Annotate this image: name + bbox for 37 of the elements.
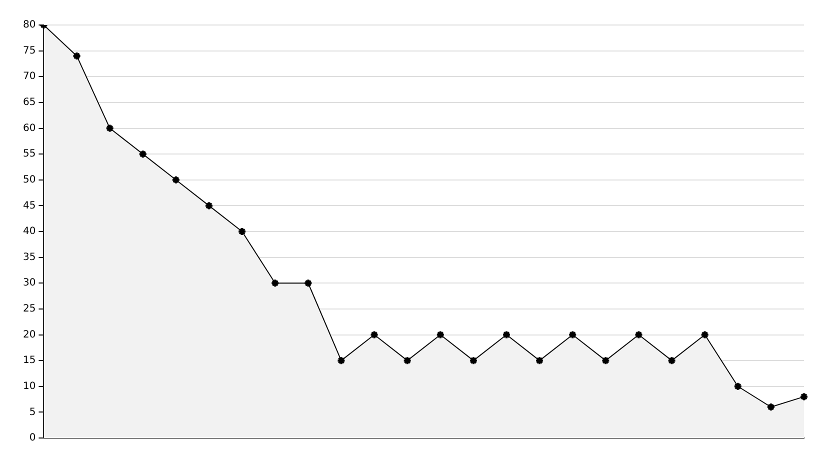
y-tick-label: 60 — [22, 122, 36, 134]
y-tick-label: 45 — [22, 200, 36, 212]
y-tick-label: 70 — [22, 71, 36, 82]
y-tick-label: 15 — [22, 355, 36, 366]
y-tick-label: 0 — [29, 432, 36, 444]
point — [270, 278, 280, 288]
y-tick-label: 30 — [22, 278, 36, 289]
point — [336, 356, 346, 366]
point — [238, 227, 247, 236]
point — [138, 150, 148, 159]
y-tick-label: 35 — [22, 252, 36, 263]
y-tick-label: 20 — [22, 329, 36, 340]
y-tick-label: 80 — [22, 20, 36, 31]
point — [204, 201, 214, 210]
point — [601, 356, 610, 366]
point — [436, 330, 445, 340]
point — [667, 356, 676, 366]
y-tick-label: 55 — [22, 148, 36, 160]
point — [370, 330, 379, 340]
y-tick-label: 65 — [22, 97, 36, 108]
y-tick-label: 40 — [22, 226, 36, 238]
y-tick-label: 75 — [22, 45, 36, 56]
point — [171, 175, 180, 184]
y-tick-label: 50 — [22, 174, 36, 186]
point — [468, 356, 478, 366]
point — [700, 330, 710, 340]
point — [568, 330, 578, 340]
point — [304, 278, 313, 288]
point — [502, 330, 511, 340]
point — [535, 356, 544, 366]
point — [634, 330, 644, 340]
point — [733, 382, 742, 391]
y-tick-label: 25 — [22, 304, 36, 315]
point — [105, 124, 114, 133]
y-tick-label: 5 — [29, 406, 36, 418]
y-tick-label: 10 — [22, 380, 36, 392]
point — [402, 356, 412, 366]
